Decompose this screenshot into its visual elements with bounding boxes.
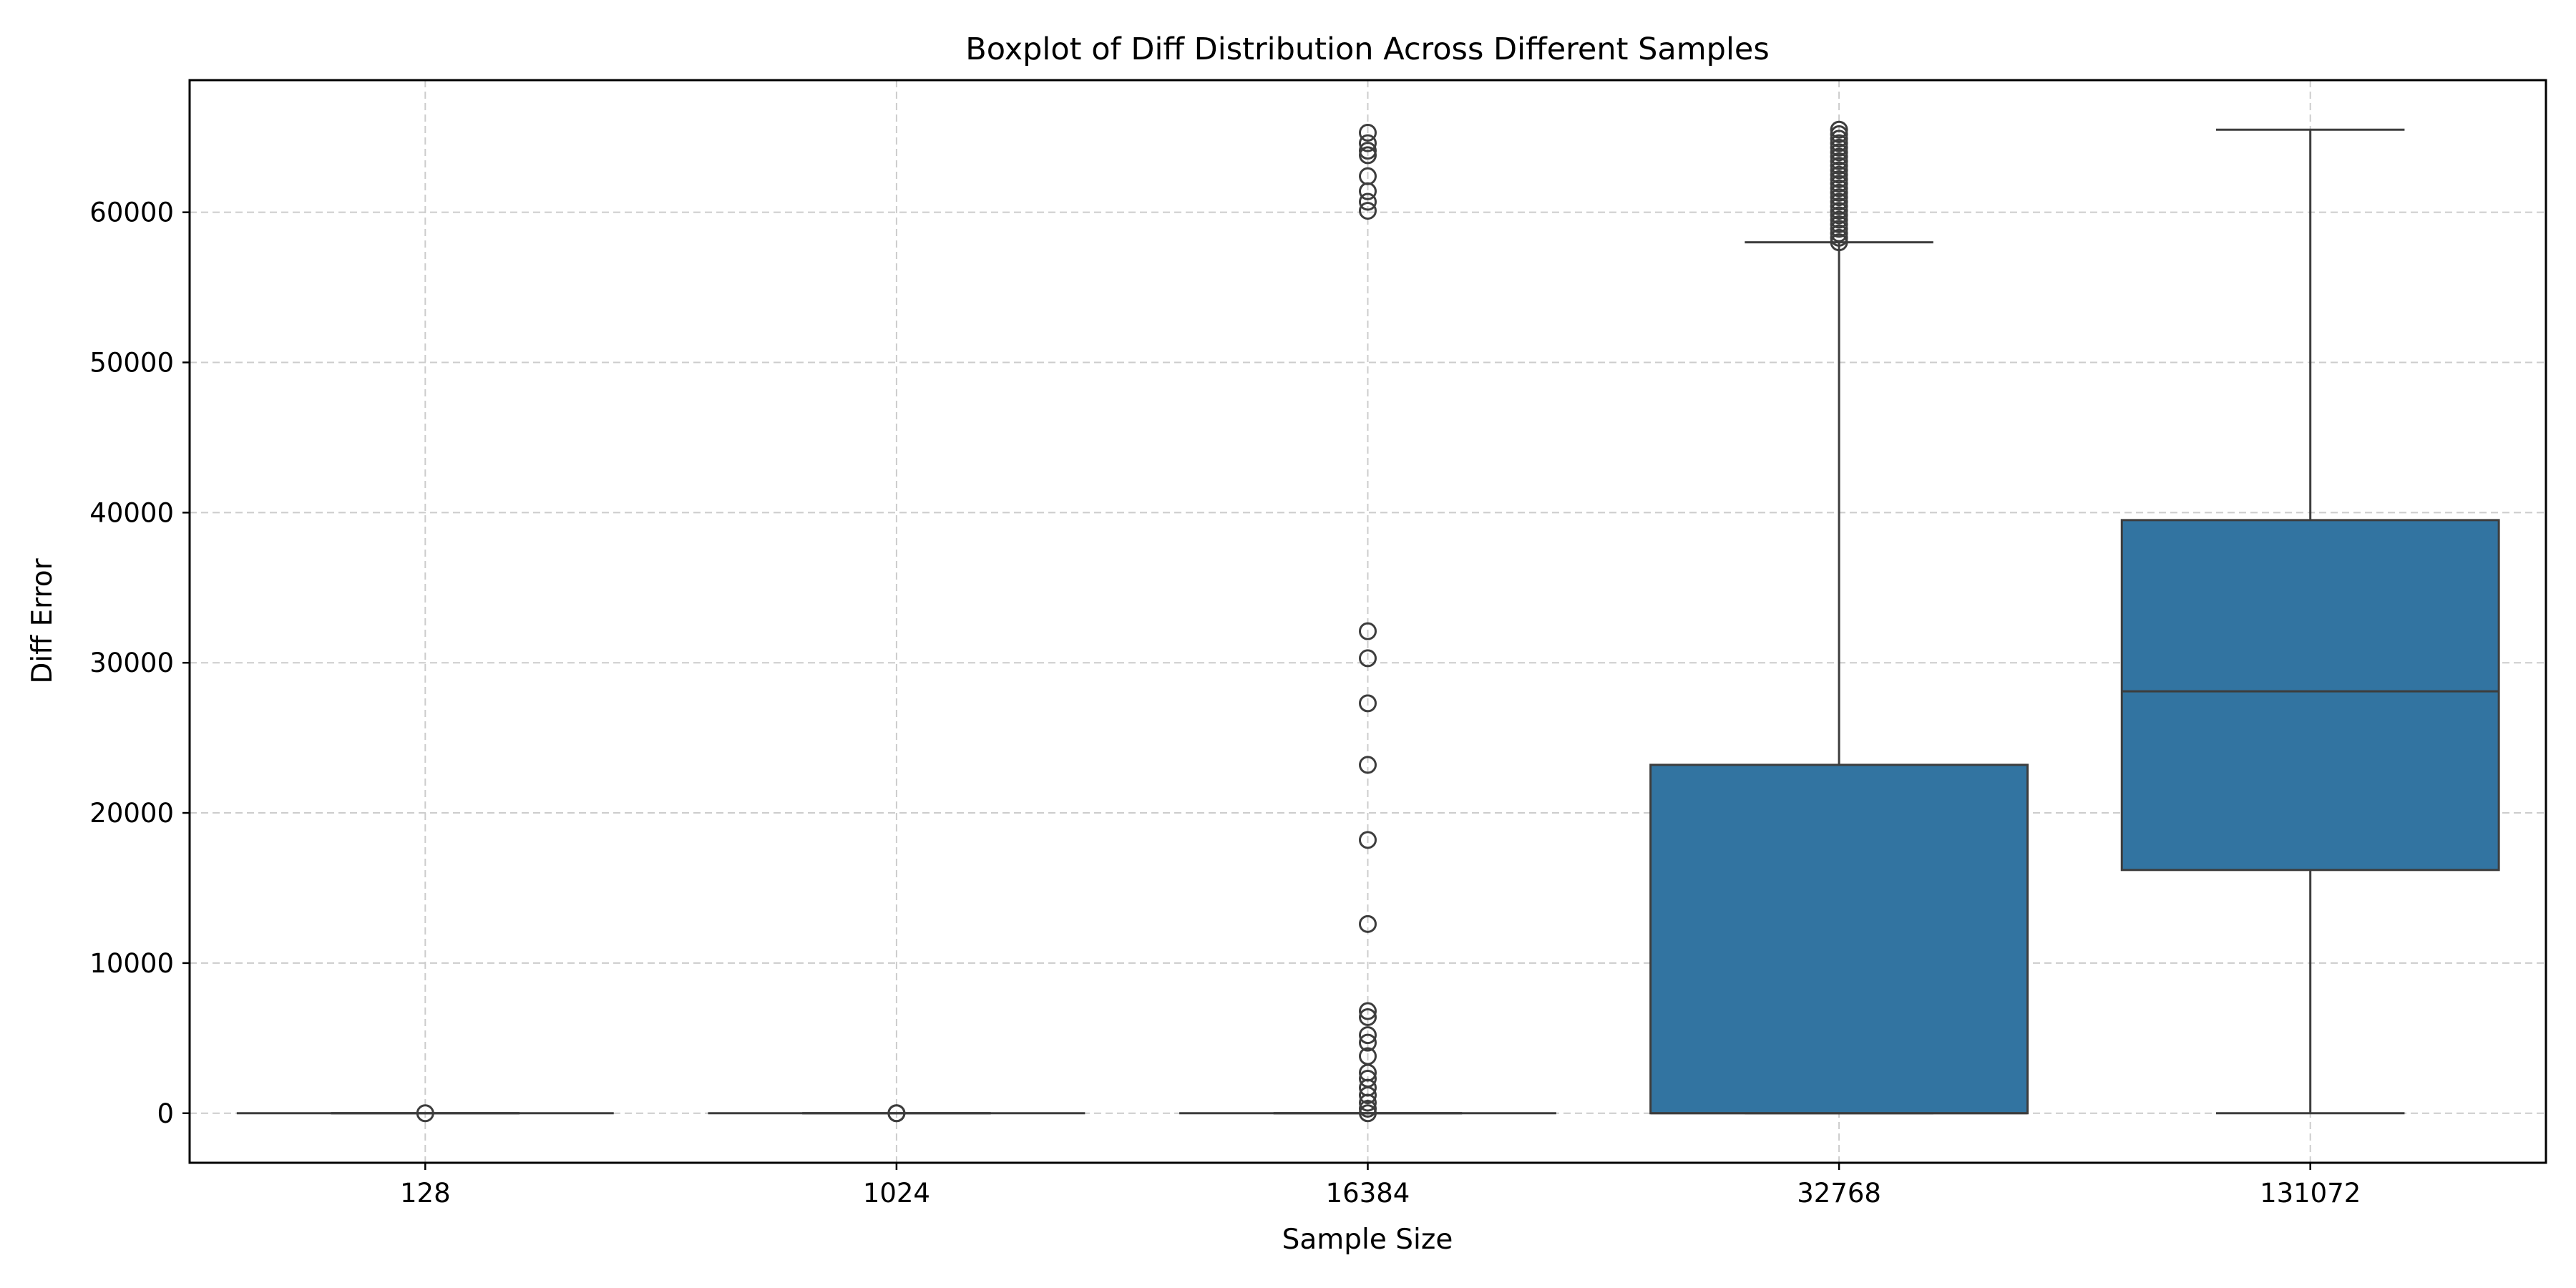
outlier-point <box>1359 622 1377 640</box>
outlier-point <box>1359 1099 1377 1118</box>
iqr-box <box>2120 519 2500 872</box>
outlier-point <box>887 1104 906 1123</box>
outlier-point <box>1830 215 1848 233</box>
outlier-point <box>1359 649 1377 668</box>
x-tick-label: 32768 <box>1797 1178 1881 1209</box>
y-tick-label: 0 <box>157 1098 174 1129</box>
y-axis-label: Diff Error <box>26 557 59 683</box>
outlier-point <box>1359 831 1377 849</box>
outlier-point <box>1830 210 1848 229</box>
outlier-point <box>1830 134 1848 152</box>
outlier-point <box>1359 1104 1377 1123</box>
box-group-32768 <box>1649 120 2029 1115</box>
outlier-point <box>1359 142 1377 160</box>
outlier-point <box>1830 147 1848 166</box>
outlier-point <box>1830 206 1848 225</box>
outlier-point <box>1830 224 1848 243</box>
outlier-point <box>1359 1047 1377 1065</box>
box-group-131072 <box>2120 128 2500 1115</box>
outlier-point <box>1830 125 1848 144</box>
box-layer <box>236 120 2500 1123</box>
outlier-point <box>1830 197 1848 215</box>
x-tick-label: 131072 <box>2260 1178 2361 1209</box>
outlier-point <box>1359 123 1377 142</box>
outlier-point <box>1830 170 1848 188</box>
box-group-16384 <box>1179 123 1556 1123</box>
outlier-point <box>1830 228 1848 247</box>
plot-frame <box>188 79 2547 1164</box>
outlier-point <box>1359 1026 1377 1045</box>
outlier-point <box>1359 134 1377 152</box>
outlier-point <box>1359 192 1377 211</box>
iqr-box <box>1649 763 2029 1115</box>
outlier-point <box>1359 694 1377 713</box>
outlier-point <box>1359 1069 1377 1088</box>
x-tick-label: 16384 <box>1326 1178 1410 1209</box>
outlier-point <box>1830 138 1848 157</box>
x-tick-label: 1024 <box>863 1178 930 1209</box>
outlier-point <box>1830 152 1848 170</box>
outlier-point <box>1830 233 1848 252</box>
y-tick-label: 20000 <box>89 798 174 829</box>
x-axis-label: Sample Size <box>1282 1224 1453 1256</box>
outlier-point <box>1830 175 1848 193</box>
outlier-point <box>1830 192 1848 211</box>
y-tick-label: 10000 <box>89 948 174 979</box>
outlier-point <box>1830 157 1848 175</box>
chart-title: Boxplot of Diff Distribution Across Diff… <box>965 31 1770 67</box>
y-tick-label: 40000 <box>89 497 174 528</box>
outlier-point <box>1830 130 1848 148</box>
outlier-point <box>1359 202 1377 220</box>
axis-layer: 0 10000 20000 30000 40000 50000 60000 128 1024 16… <box>89 197 2361 1209</box>
outlier-point <box>1830 120 1848 139</box>
outlier-point <box>1359 1033 1377 1052</box>
outlier-point <box>1359 1002 1377 1020</box>
y-tick-label: 30000 <box>89 648 174 678</box>
outlier-point <box>1359 1008 1377 1026</box>
outlier-point <box>1359 146 1377 165</box>
outlier-point <box>1359 167 1377 185</box>
outlier-point <box>1830 179 1848 197</box>
outlier-point <box>1359 756 1377 774</box>
outlier-point <box>1830 165 1848 184</box>
box-group-128 <box>236 1104 614 1123</box>
outlier-point <box>416 1104 434 1123</box>
outlier-point <box>1830 188 1848 207</box>
outlier-point <box>1830 143 1848 162</box>
outlier-point <box>1359 914 1377 933</box>
outlier-point <box>1830 220 1848 238</box>
outlier-point <box>1830 202 1848 220</box>
outlier-point <box>1830 183 1848 202</box>
outlier-point <box>1830 161 1848 180</box>
y-tick-label: 50000 <box>89 348 174 379</box>
x-tick-label: 128 <box>400 1178 451 1209</box>
y-tick-label: 60000 <box>89 197 174 228</box>
box-group-1024 <box>708 1104 1085 1123</box>
